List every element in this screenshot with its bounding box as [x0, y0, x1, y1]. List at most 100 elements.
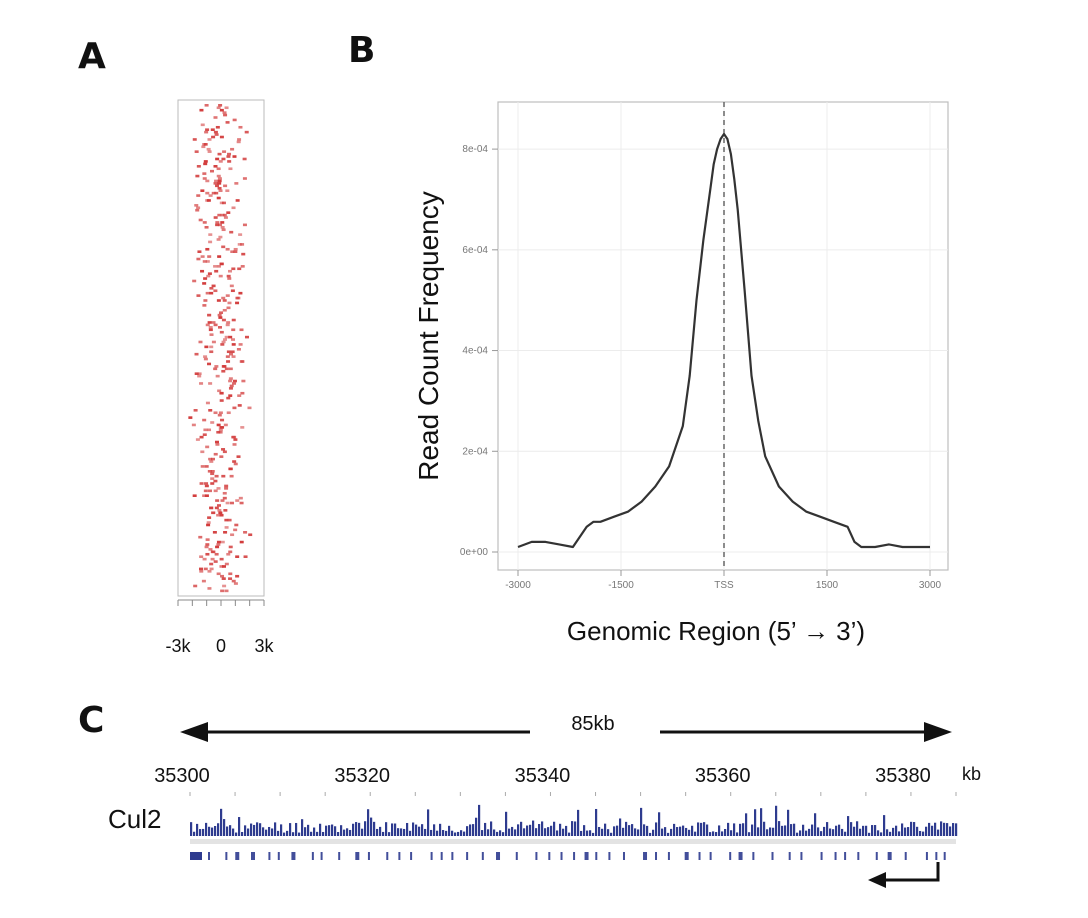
heatmap-cell [228, 467, 233, 471]
gene-exon [820, 852, 823, 860]
coverage-bar [802, 824, 805, 836]
heatmap-cell [220, 574, 225, 578]
coverage-bar [667, 832, 670, 836]
coverage-bar [424, 828, 427, 836]
heatmap-cell [226, 360, 231, 363]
heatmap-cell [247, 406, 252, 410]
heatmap-cell [228, 387, 233, 390]
coverage-bar [577, 809, 580, 836]
heatmap-cell [192, 279, 197, 283]
coverage-bar [205, 822, 208, 836]
heatmap-cell [210, 472, 215, 476]
coverage-bar [556, 830, 559, 836]
gene-exon [738, 852, 743, 860]
coverage-bar [364, 821, 367, 836]
heatmap-cell [210, 550, 215, 554]
coverage-bar [559, 823, 562, 836]
heatmap-cell [231, 343, 236, 346]
coverage-bar [553, 821, 556, 836]
heatmap-cell [220, 499, 225, 502]
coverage-bar [196, 823, 199, 836]
heatmap-cell [233, 247, 238, 251]
coverage-bar [511, 826, 514, 836]
gene-exon [355, 852, 360, 860]
heatmap-cell [201, 145, 206, 149]
heatmap-cell [237, 394, 242, 397]
coverage-bar [460, 830, 463, 836]
coverage-bar [583, 825, 586, 836]
coverage-bar [874, 825, 877, 836]
heatmap-cell [215, 223, 220, 227]
heatmap-cell [192, 494, 197, 497]
heatmap-cell [196, 165, 201, 168]
heatmap-cell [219, 262, 224, 266]
heatmap-cell [235, 199, 240, 202]
coverage-bar [283, 832, 286, 836]
coverage-bar [358, 822, 361, 836]
gene-features [190, 852, 946, 860]
heatmap-cell [235, 499, 240, 502]
heatmap-cell [206, 147, 211, 151]
heatmap-cell [218, 235, 223, 239]
coverage-bar [934, 822, 937, 836]
coverage-bar [328, 825, 331, 836]
heatmap-cell [194, 372, 199, 375]
unit-label: kb [962, 764, 981, 784]
heatmap-cell [203, 428, 208, 432]
heatmap-cell [217, 182, 222, 185]
coverage-bar [721, 831, 724, 836]
heatmap-cell [209, 506, 214, 510]
coverage-bar [592, 832, 595, 836]
y-tick-label: 6e-04 [462, 245, 488, 256]
heatmap-cell [238, 125, 243, 129]
heatmap-cell [218, 411, 223, 415]
coverage-bar [829, 828, 832, 836]
gene-exon [496, 852, 501, 860]
heatmap-cell [222, 584, 227, 588]
coverage-bar [766, 829, 769, 836]
heatmap-cell [236, 140, 241, 144]
gene-exon [925, 852, 928, 860]
gene-exon [515, 852, 518, 860]
heatmap-cell [198, 340, 203, 344]
heatmap-cell [213, 216, 218, 219]
coverage-bar [928, 822, 931, 836]
coverage-bar [589, 830, 592, 836]
gene-exon [410, 852, 413, 860]
heatmap-cell [207, 587, 212, 590]
coverage-bar [883, 815, 886, 836]
coverage-bar [622, 827, 625, 836]
coverage-bar [664, 827, 667, 836]
coordinate-ticks: 35300 35320 35340 35360 35380 [154, 765, 957, 796]
heatmap-cell [228, 379, 233, 383]
heatmap-cell [207, 470, 212, 473]
heatmap-cell [213, 130, 218, 134]
heatmap-cell [213, 560, 218, 563]
gene-exon [834, 852, 837, 860]
heatmap-cell [217, 326, 222, 329]
gene-exon [225, 852, 228, 860]
heatmap-cell [221, 577, 226, 580]
coverage-bar [214, 825, 217, 836]
coverage-bar [337, 832, 340, 836]
coverage-bar [247, 828, 250, 836]
heatmap-cell [208, 548, 213, 551]
coverage-bar [331, 824, 334, 836]
coverage-bar [601, 828, 604, 836]
y-axis-label: Read Count Frequency [413, 191, 444, 481]
heatmap-cell [202, 177, 207, 180]
coverage-bar [775, 805, 778, 836]
heatmap-cell [202, 433, 207, 436]
heatmap-cell [222, 565, 227, 568]
gene-exon [466, 852, 469, 860]
coverage-bar [772, 827, 775, 836]
track-name: Cul2 [108, 804, 161, 834]
heatmap-cell [207, 516, 212, 519]
coverage-bar [433, 824, 436, 836]
heatmap-cell [232, 460, 237, 463]
heatmap-cell [223, 338, 228, 341]
heatmap-cell [207, 138, 212, 141]
coverage-bar [565, 825, 568, 836]
heatmap-cell [219, 565, 224, 568]
plot-area [497, 101, 949, 571]
